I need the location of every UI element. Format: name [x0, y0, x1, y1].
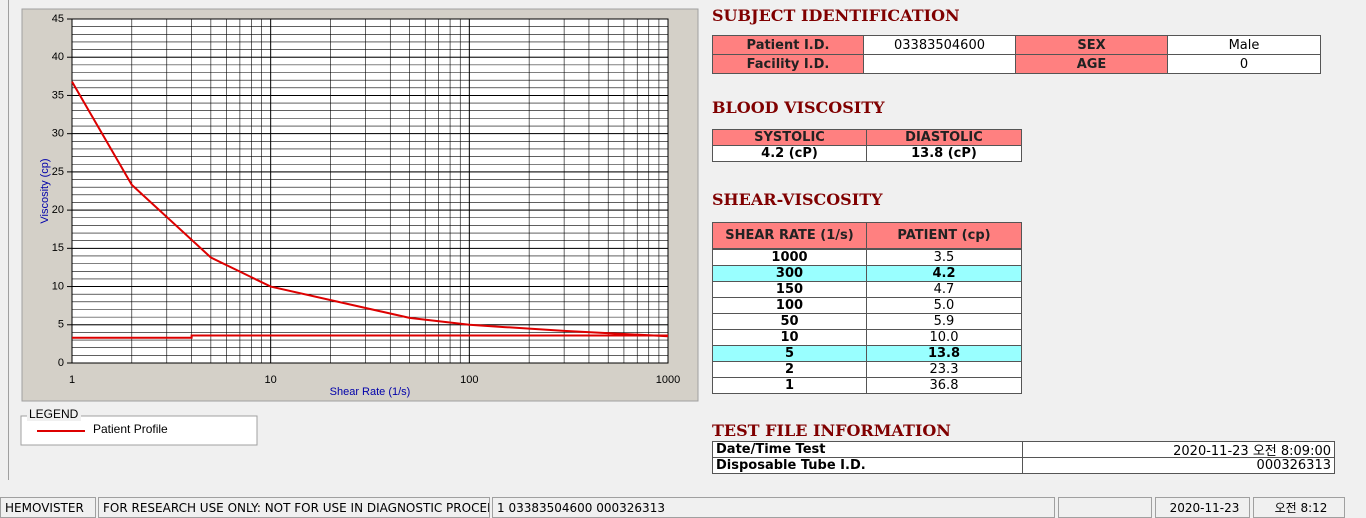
y-tick-label: 40: [52, 51, 64, 63]
column-header: SYSTOLIC: [712, 129, 867, 146]
field-value: [863, 54, 1016, 74]
field-label: Patient I.D.: [712, 35, 864, 55]
info-label: Disposable Tube I.D.: [712, 457, 1023, 474]
patient-viscosity: 13.8: [866, 345, 1022, 362]
status-cell: HEMOVISTER: [0, 497, 96, 518]
shear-rate: 50: [712, 313, 867, 330]
viscosity-value: 13.8 (cP): [866, 145, 1022, 162]
column-header: PATIENT (cp): [866, 222, 1022, 249]
viscosity-value: 4.2 (cP): [712, 145, 867, 162]
legend-label: Patient Profile: [93, 422, 168, 436]
legend-title: LEGEND: [29, 407, 79, 421]
series-line: [72, 334, 668, 339]
patient-viscosity: 4.7: [866, 281, 1022, 298]
shear-rate: 2: [712, 361, 867, 378]
section-title: SUBJECT IDENTIFICATION: [712, 6, 960, 25]
x-tick-label: 10: [265, 374, 277, 386]
y-tick-label: 15: [52, 242, 64, 254]
series-line: [71, 81, 669, 338]
y-tick-label: 45: [52, 13, 64, 25]
status-cell: 1 03383504600 000326313: [492, 497, 1055, 518]
field-label: Facility I.D.: [712, 54, 864, 74]
x-tick-label: 100: [460, 374, 478, 386]
x-tick-label: 1000: [656, 374, 680, 386]
y-tick-label: 5: [58, 319, 64, 331]
status-cell: [1058, 497, 1152, 518]
status-cell: 2020-11-23: [1155, 497, 1250, 518]
y-tick-label: 20: [52, 204, 64, 216]
patient-viscosity: 4.2: [866, 265, 1022, 282]
shear-rate: 5: [712, 345, 867, 362]
shear-rate: 300: [712, 265, 867, 282]
patient-viscosity: 36.8: [866, 377, 1022, 394]
x-tick-label: 1: [69, 374, 75, 386]
status-cell: 오전 8:12: [1253, 497, 1345, 518]
section-title: SHEAR-VISCOSITY: [712, 190, 883, 209]
shear-rate: 100: [712, 297, 867, 314]
patient-viscosity: 3.5: [866, 249, 1022, 266]
y-tick-label: 25: [52, 166, 64, 178]
section-title: TEST FILE INFORMATION: [712, 421, 951, 440]
legend-title-bg: [27, 409, 81, 421]
y-axis-label: Viscosity (cp): [39, 158, 51, 223]
y-tick-label: 35: [52, 89, 64, 101]
status-cell: FOR RESEARCH USE ONLY: NOT FOR USE IN DI…: [98, 497, 490, 518]
patient-viscosity: 23.3: [866, 361, 1022, 378]
column-header: SHEAR RATE (1/s): [712, 222, 867, 249]
patient-viscosity: 10.0: [866, 329, 1022, 346]
plot-frame: [71, 18, 669, 364]
x-axis-label: Shear Rate (1/s): [330, 386, 411, 398]
chart: 0 5 10 15 20 25 30 35 40 45 1 10 100 1000 Viscosity (…: [20, 8, 699, 446]
field-value: 03383504600: [863, 35, 1016, 55]
shear-rate: 150: [712, 281, 867, 298]
field-label: SEX: [1015, 35, 1168, 55]
info-value: 000326313: [1022, 457, 1335, 474]
field-value: 0: [1167, 54, 1321, 74]
section-title: BLOOD VISCOSITY: [712, 98, 885, 117]
y-tick-label: 0: [58, 357, 64, 369]
field-label: AGE: [1015, 54, 1168, 74]
plot-area: [72, 19, 668, 363]
shear-rate: 1: [712, 377, 867, 394]
info-value: 2020-11-23 오전 8:09:00: [1022, 441, 1335, 458]
shear-rate: 10: [712, 329, 867, 346]
y-tick-label: 10: [52, 280, 64, 292]
y-tick-label: 30: [52, 128, 64, 140]
shear-rate: 1000: [712, 249, 867, 266]
patient-viscosity: 5.9: [866, 313, 1022, 330]
field-value: Male: [1167, 35, 1321, 55]
info-label: Date/Time Test: [712, 441, 1023, 458]
window-border: [8, 0, 9, 480]
column-header: DIASTOLIC: [866, 129, 1022, 146]
patient-viscosity: 5.0: [866, 297, 1022, 314]
